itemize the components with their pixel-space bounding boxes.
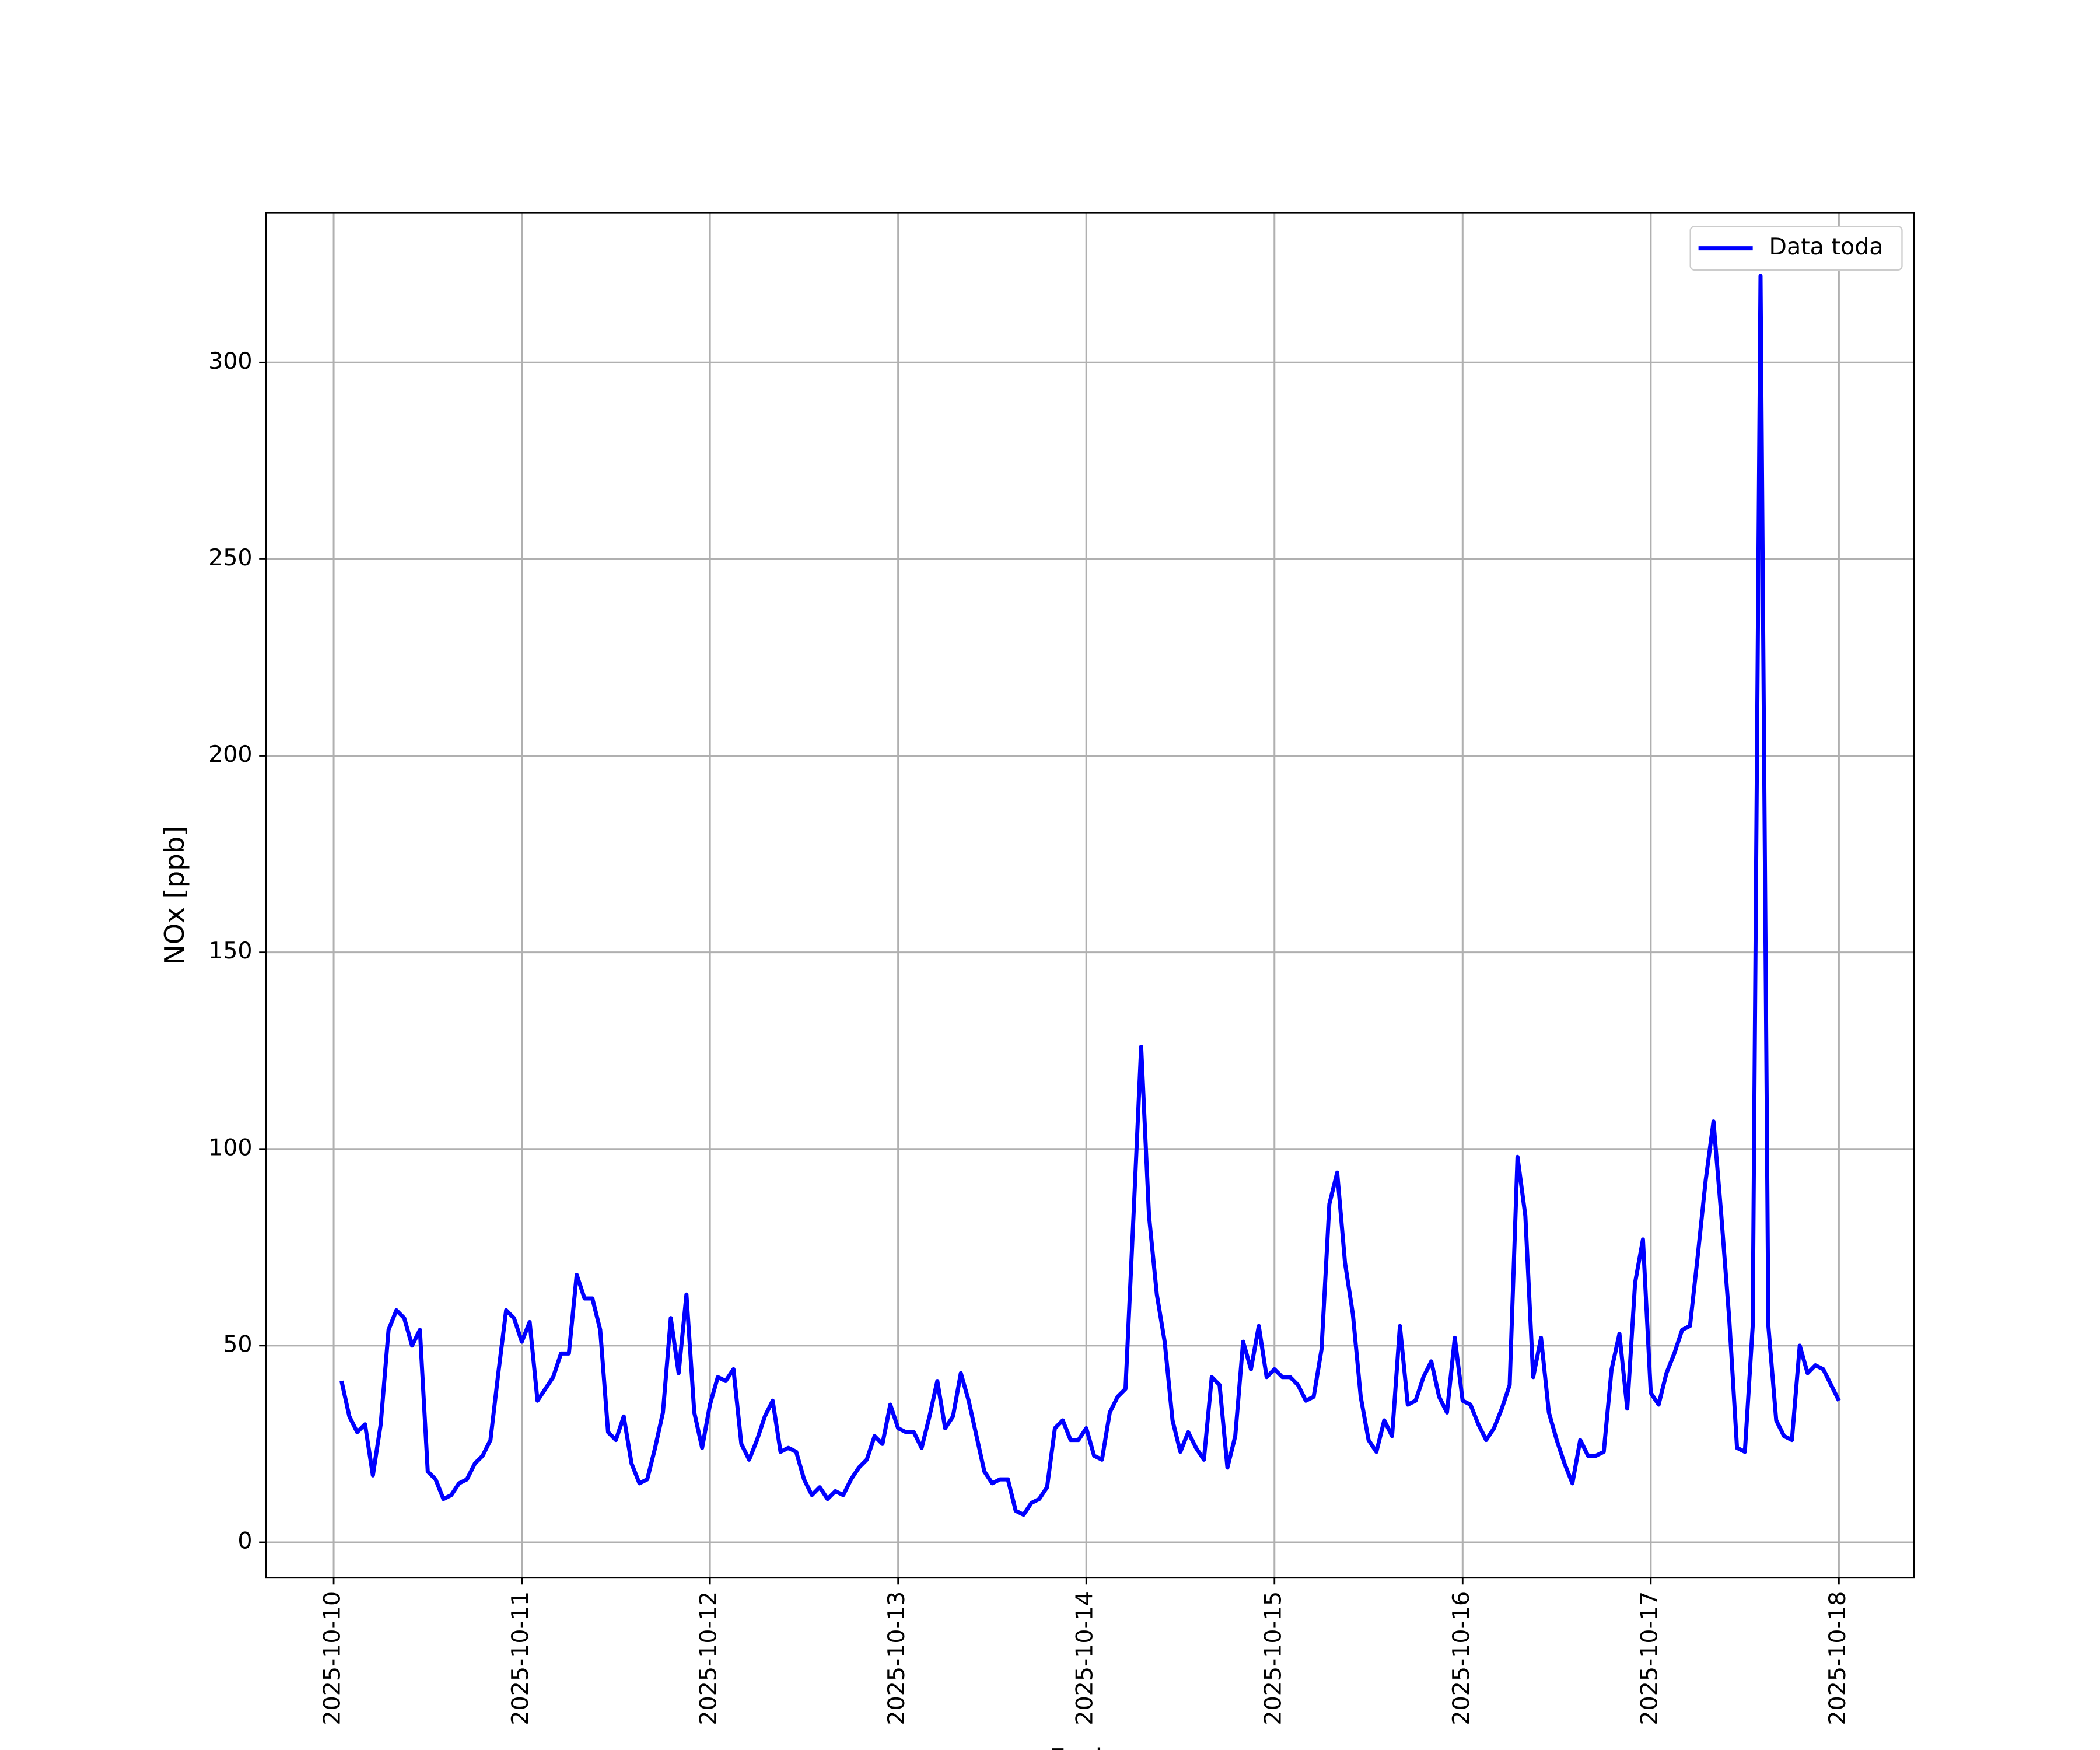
x-tick-label: 2025-10-16 <box>1448 1591 1475 1726</box>
x-tick-label: 2025-10-15 <box>1259 1591 1286 1726</box>
y-tick-label: 250 <box>208 544 252 571</box>
x-axis-label: Fecha <box>1049 1743 1129 1750</box>
x-tick-label: 2025-10-18 <box>1824 1591 1851 1726</box>
legend-label: Data toda <box>1769 233 1884 260</box>
plot-frame <box>265 212 1915 1579</box>
x-tick-label: 2025-10-12 <box>695 1591 722 1726</box>
x-tick-label: 2025-10-10 <box>319 1591 346 1726</box>
data-line <box>340 274 1841 1517</box>
y-axis-label: NOx [ppb] <box>159 826 190 965</box>
x-tick-label: 2025-10-17 <box>1636 1591 1662 1726</box>
y-tick-label: 50 <box>223 1331 252 1357</box>
x-tick-label: 2025-10-11 <box>507 1591 534 1726</box>
y-tick-label: 300 <box>208 348 252 374</box>
y-tick-label: 200 <box>208 741 252 768</box>
legend-box <box>1689 226 1903 271</box>
y-tick-label: 150 <box>208 937 252 964</box>
x-tick-label: 2025-10-13 <box>883 1591 910 1726</box>
y-tick-label: 0 <box>237 1527 252 1554</box>
x-tick-label: 2025-10-14 <box>1072 1591 1098 1726</box>
y-tick-label: 100 <box>208 1134 252 1161</box>
